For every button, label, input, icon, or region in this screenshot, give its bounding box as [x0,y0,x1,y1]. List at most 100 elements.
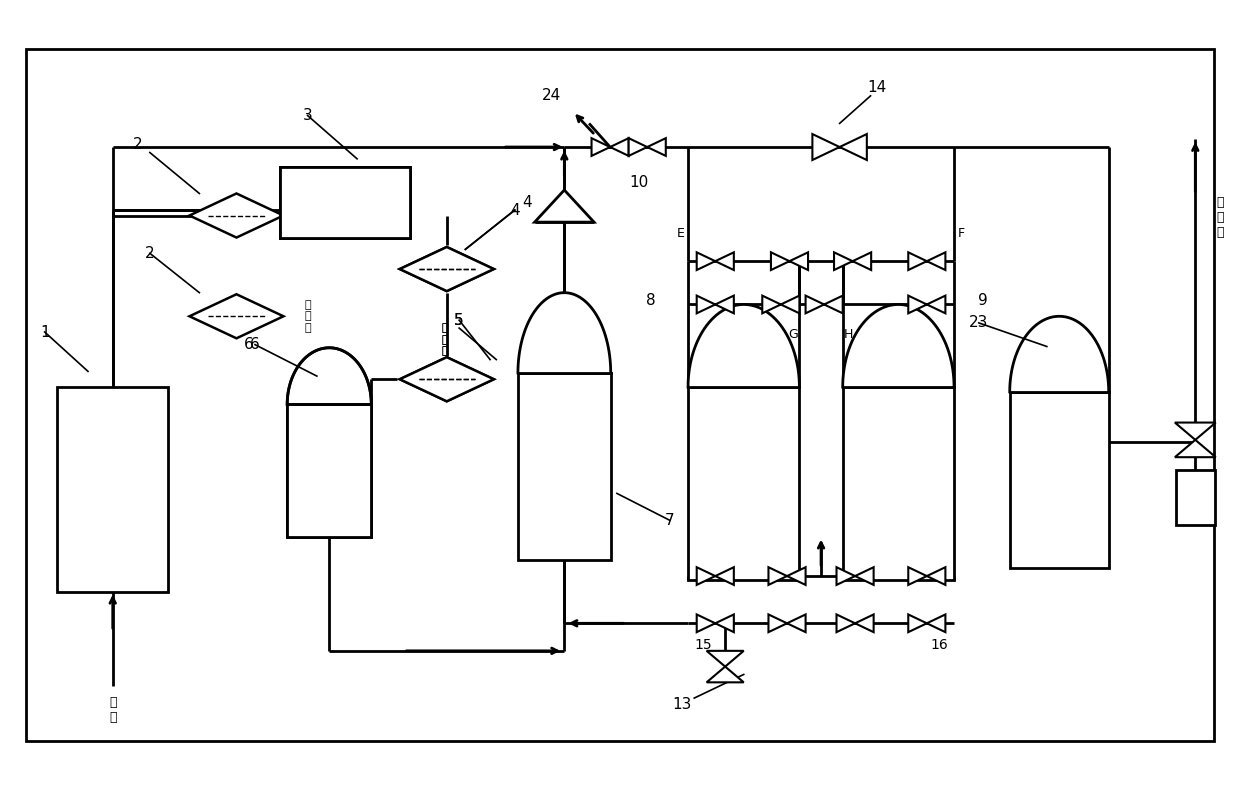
Bar [288,404,371,536]
Polygon shape [1174,440,1215,457]
Text: 2: 2 [145,246,155,261]
Polygon shape [769,567,787,585]
Text: 7: 7 [665,513,675,528]
Polygon shape [715,615,734,632]
Text: 空
气: 空 气 [109,696,117,724]
Polygon shape [839,134,867,160]
Polygon shape [190,294,284,338]
Bar [280,167,409,238]
Polygon shape [856,567,874,585]
Polygon shape [518,292,611,373]
Text: 9: 9 [977,293,987,308]
Text: 放
空: 放 空 [854,534,862,555]
Polygon shape [926,615,945,632]
Polygon shape [399,357,494,401]
Text: 吸
附
塔: 吸 附 塔 [894,437,903,480]
Polygon shape [697,567,715,585]
Text: 18: 18 [883,549,901,563]
Polygon shape [806,295,825,314]
Polygon shape [688,304,800,387]
Bar [843,387,954,580]
Text: 17: 17 [729,549,746,563]
Text: 过
滤
器: 过 滤 器 [305,199,311,232]
Text: 4: 4 [522,194,532,209]
Polygon shape [1174,423,1215,440]
Polygon shape [715,252,734,270]
Polygon shape [787,615,806,632]
Text: E: E [677,227,684,240]
Text: 6: 6 [244,337,254,352]
Polygon shape [926,567,945,585]
Polygon shape [610,138,629,156]
Text: 4: 4 [510,202,520,217]
Polygon shape [399,357,494,401]
Polygon shape [769,615,787,632]
Text: G: G [789,328,799,340]
Bar [518,373,611,560]
Polygon shape [781,295,800,314]
Polygon shape [812,134,839,160]
Text: 净干机: 净干机 [334,196,356,209]
Text: 氮、
氧气
储罐: 氮、 氧气 储罐 [1053,442,1066,475]
Bar [26,49,1214,741]
Polygon shape [908,252,926,270]
Text: 23: 23 [970,315,988,330]
Polygon shape [825,295,843,314]
Text: 5: 5 [454,313,464,328]
Polygon shape [190,194,284,238]
Bar [288,404,371,536]
Polygon shape [771,252,790,270]
Polygon shape [399,247,494,291]
Polygon shape [908,567,926,585]
Text: 15: 15 [694,638,712,653]
Text: 过
滤
器: 过 滤 器 [305,299,311,333]
Text: 空
气
缓
冲
罐: 空 气 缓 冲 罐 [560,422,568,478]
Text: 净干机: 净干机 [334,196,356,209]
Polygon shape [399,247,494,291]
Polygon shape [715,567,734,585]
Text: 3: 3 [303,108,312,123]
Polygon shape [843,304,954,387]
Polygon shape [534,190,594,222]
Text: 空
压
机: 空 压 机 [109,466,117,513]
Polygon shape [837,615,856,632]
Text: T: T [1192,491,1199,504]
Text: 13: 13 [672,697,692,712]
Polygon shape [288,348,371,404]
Text: 过
滤
器: 过 滤 器 [526,363,533,396]
Text: 24: 24 [542,88,562,103]
Text: 8: 8 [646,293,656,308]
Polygon shape [908,615,926,632]
Polygon shape [697,615,715,632]
Polygon shape [787,567,806,585]
Polygon shape [715,295,734,314]
Polygon shape [707,667,744,683]
Text: 高
效
除
油
器: 高 效 除 油 器 [326,422,332,478]
Text: 14: 14 [867,81,887,96]
Polygon shape [926,252,945,270]
Polygon shape [790,252,808,270]
Polygon shape [288,348,371,404]
Polygon shape [647,138,666,156]
Polygon shape [1009,316,1109,392]
Text: 氮
、
氢: 氮 、 氢 [1216,197,1224,239]
Polygon shape [697,252,715,270]
Polygon shape [707,651,744,667]
Bar [1009,392,1109,568]
Polygon shape [853,252,872,270]
Polygon shape [835,252,853,270]
Bar [57,387,169,592]
Text: 5: 5 [454,313,464,328]
Text: 16: 16 [930,638,949,653]
Text: 2: 2 [133,137,143,152]
Text: F: F [959,227,965,240]
Text: 6: 6 [250,337,260,352]
Text: 10: 10 [629,175,649,190]
Text: 过
滤
器: 过 滤 器 [441,323,448,356]
Text: 吸
附
塔: 吸 附 塔 [740,437,748,480]
Polygon shape [629,138,647,156]
Polygon shape [856,615,874,632]
Bar [1176,470,1215,525]
Text: H: H [844,328,853,340]
Text: 1: 1 [40,325,50,340]
